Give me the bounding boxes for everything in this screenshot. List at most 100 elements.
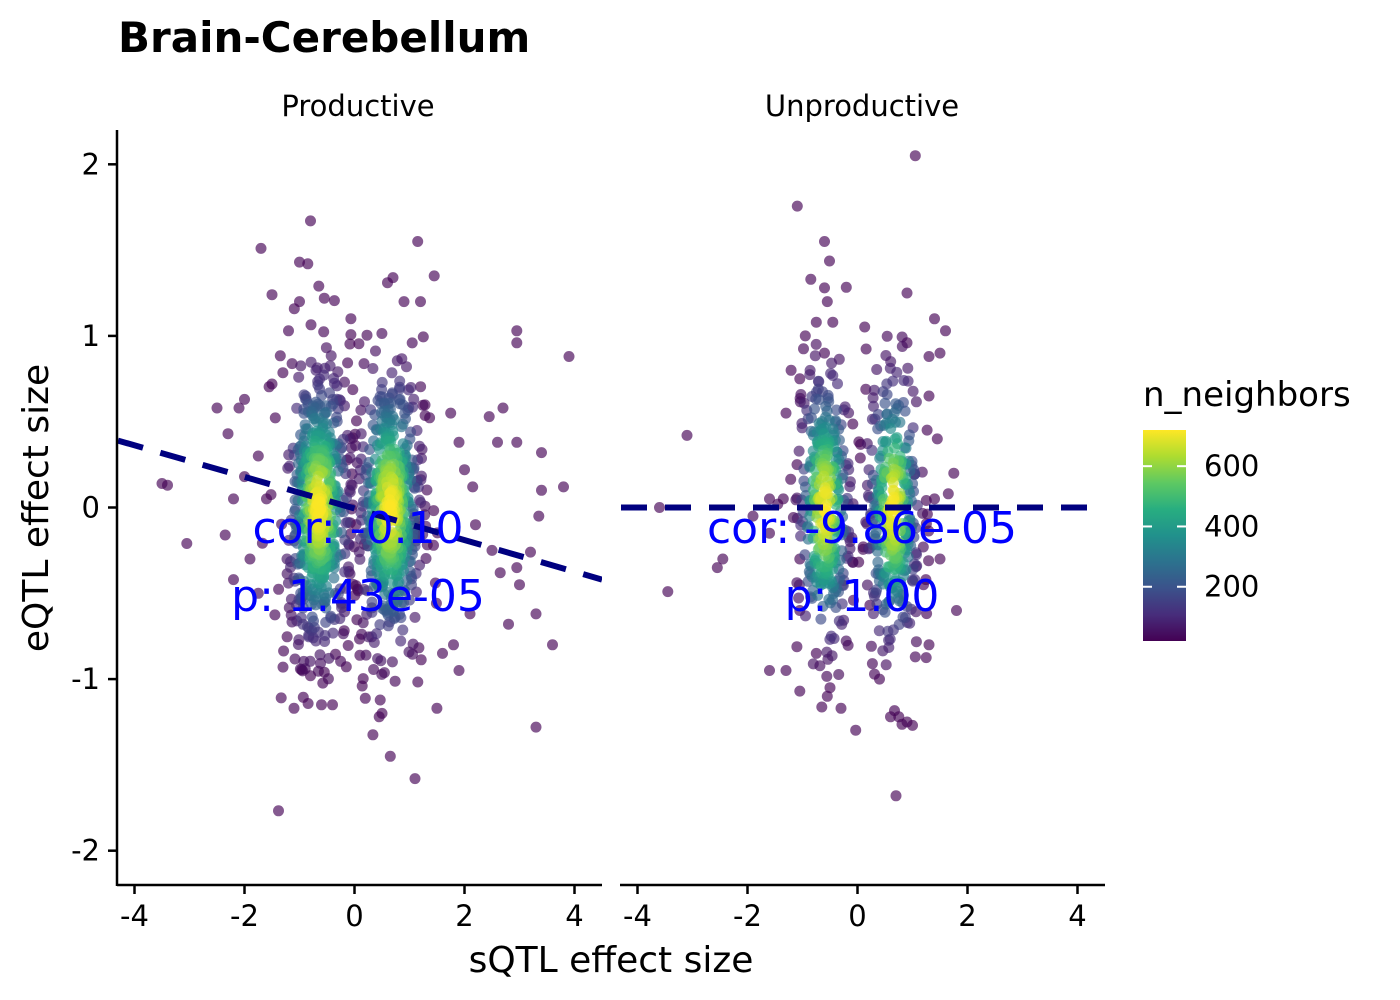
data-point	[274, 350, 286, 362]
data-point	[847, 418, 859, 430]
data-point	[372, 653, 384, 665]
data-point	[934, 347, 946, 359]
data-point	[654, 502, 665, 513]
data-point	[910, 396, 922, 408]
data-point	[302, 258, 314, 270]
regression-line	[118, 437, 602, 583]
data-point	[294, 256, 305, 268]
data-point	[417, 399, 429, 411]
chart-title: Brain-Cerebellum	[118, 13, 530, 62]
data-point	[824, 255, 835, 267]
data-point	[386, 656, 398, 668]
data-point	[492, 436, 503, 448]
data-point	[558, 481, 569, 493]
data-point	[367, 729, 379, 741]
data-point	[162, 479, 173, 491]
data-point	[453, 436, 465, 448]
data-point	[923, 390, 935, 402]
data-point	[335, 655, 347, 667]
data-point	[536, 484, 547, 496]
data-point	[898, 375, 910, 386]
data-point	[355, 404, 367, 416]
data-point	[873, 625, 885, 637]
data-point	[470, 519, 481, 531]
panel-unproductive-annotation: cor: -9.86e-05 p: 1.00	[707, 503, 1017, 622]
data-point	[840, 281, 852, 293]
data-point	[799, 330, 811, 342]
data-point	[181, 538, 193, 549]
data-point	[360, 649, 372, 661]
data-point	[273, 583, 285, 595]
correlation-label: cor: -9.86e-05	[707, 503, 1017, 554]
data-point	[530, 608, 542, 620]
data-point	[284, 460, 295, 472]
data-point	[371, 628, 383, 640]
data-point	[382, 277, 393, 289]
data-point	[809, 403, 820, 415]
data-point	[428, 505, 440, 517]
data-point	[414, 559, 426, 571]
data-point	[881, 330, 893, 342]
data-point	[239, 393, 250, 405]
data-point	[366, 596, 378, 608]
data-point	[920, 518, 932, 530]
data-point	[794, 685, 806, 697]
x-tick-label: 4	[1068, 899, 1086, 933]
data-point	[835, 702, 847, 714]
data-point	[347, 384, 359, 396]
data-point	[832, 378, 843, 390]
data-point	[318, 326, 330, 338]
data-point	[711, 562, 723, 574]
data-point	[384, 750, 396, 762]
data-point	[880, 659, 892, 671]
data-point	[844, 481, 856, 493]
x-tick-label: 0	[848, 899, 866, 933]
data-point	[266, 289, 278, 301]
data-point	[342, 357, 354, 369]
data-point	[807, 658, 819, 670]
data-point	[277, 367, 289, 379]
correlation-label: cor: -0.10	[252, 503, 463, 554]
data-point	[252, 587, 264, 599]
panel-productive	[118, 215, 602, 817]
data-point	[403, 646, 415, 658]
data-point	[295, 360, 307, 372]
data-point	[312, 498, 324, 510]
x-axis-title: sQTL effect size	[469, 940, 754, 981]
data-point	[809, 350, 821, 362]
data-point	[310, 364, 322, 376]
data-point	[827, 370, 839, 381]
data-point	[413, 440, 425, 452]
data-point	[340, 517, 352, 529]
y-tick-label: -2	[71, 834, 100, 868]
data-point	[293, 371, 305, 383]
data-point	[222, 428, 234, 440]
data-point	[525, 546, 536, 558]
data-point	[934, 553, 946, 565]
data-point	[428, 270, 440, 282]
data-point	[328, 295, 340, 307]
data-point	[785, 364, 797, 376]
data-point	[421, 539, 433, 551]
data-point	[799, 549, 811, 561]
data-point	[339, 566, 351, 578]
data-point	[397, 624, 409, 636]
data-point	[942, 488, 954, 500]
x-tick-label: 4	[565, 899, 583, 933]
panel-productive-annotation: cor: -0.10 p: 1.43e-05	[231, 503, 485, 622]
data-point	[328, 377, 340, 389]
data-point	[833, 669, 845, 680]
data-point	[547, 639, 558, 651]
data-point	[867, 608, 879, 620]
data-point	[325, 610, 337, 622]
data-point	[885, 711, 896, 723]
p-value-label: p: 1.43e-05	[231, 571, 485, 622]
panel-label-productive: Productive	[281, 89, 434, 123]
data-point	[880, 435, 892, 447]
data-point	[384, 501, 396, 513]
data-point	[316, 699, 327, 711]
x-tick-label: 2	[958, 899, 976, 933]
data-point	[297, 691, 309, 703]
data-point	[511, 562, 523, 574]
data-point	[514, 579, 525, 591]
